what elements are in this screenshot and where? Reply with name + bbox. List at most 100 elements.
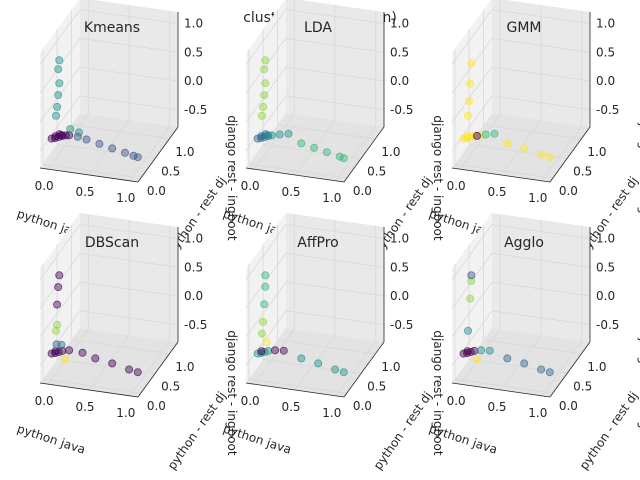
z-tick-label: 0.5 <box>184 260 203 274</box>
data-point <box>257 329 266 338</box>
y-tick-label: 0.5 <box>161 164 180 178</box>
data-point <box>55 56 64 65</box>
data-point <box>470 346 479 355</box>
gridline-z <box>39 37 179 94</box>
x-tick-label: 0.5 <box>487 185 506 199</box>
data-point <box>261 271 270 280</box>
gridlines <box>451 0 591 182</box>
x-tick-label: 1.0 <box>528 406 547 420</box>
scatter-points <box>47 56 142 162</box>
data-point <box>339 154 348 163</box>
gridline-y <box>56 244 156 374</box>
x-axis-line <box>39 382 139 398</box>
pane-left <box>246 0 286 168</box>
data-point <box>260 300 269 309</box>
x-tick-label: 0.0 <box>35 394 54 408</box>
gridline-z <box>245 281 385 338</box>
gridline-z <box>451 310 591 367</box>
gridline-x <box>500 5 542 176</box>
x-axis-line <box>245 167 345 183</box>
x-tick-label: 1.0 <box>116 191 135 205</box>
data-point <box>133 368 142 377</box>
data-point <box>129 151 138 160</box>
data-point <box>310 143 319 152</box>
data-point <box>57 340 66 349</box>
data-point <box>52 326 61 335</box>
gridline-z <box>451 252 591 309</box>
z-axis-label: django rest - ingboot <box>637 330 640 456</box>
z-tick-label: 0.0 <box>596 289 615 303</box>
data-point <box>297 354 306 363</box>
z-tick-label: 0.0 <box>184 74 203 88</box>
scatter-points <box>459 59 554 162</box>
data-point <box>481 130 490 139</box>
y-tick-label: 0.5 <box>367 379 386 393</box>
scatter-points <box>253 271 348 377</box>
gridlines <box>39 214 179 397</box>
y-tick-label: 0.5 <box>573 379 592 393</box>
data-point <box>520 144 529 153</box>
y-tick-label: 0.5 <box>367 164 386 178</box>
z-tick-label: 0.0 <box>390 289 409 303</box>
data-point <box>91 354 100 363</box>
gridline-z <box>451 9 591 65</box>
y-axis-line <box>549 126 591 183</box>
gridline-y <box>42 264 141 394</box>
gridline-y <box>276 9 376 140</box>
data-point <box>545 368 554 377</box>
gridline-x <box>335 10 377 182</box>
data-point <box>260 65 269 74</box>
gridline-y <box>262 244 362 374</box>
gridline-x <box>129 225 171 397</box>
y-tick-label: 0.0 <box>147 399 166 413</box>
pane-left <box>40 0 80 168</box>
y-tick-label: 1.0 <box>175 145 194 159</box>
gridline-y <box>248 49 347 179</box>
axis-lines <box>245 227 385 398</box>
y-axis-line <box>343 126 385 183</box>
gridlines <box>39 0 179 182</box>
y-tick-label: 0.0 <box>353 184 372 198</box>
gridline-y <box>71 224 170 355</box>
data-point <box>53 102 62 111</box>
data-point <box>53 300 62 309</box>
data-point <box>322 148 331 157</box>
gridline-x <box>541 10 583 182</box>
gridline-z <box>245 224 385 280</box>
data-point <box>260 91 269 100</box>
data-point <box>503 139 512 148</box>
subplot-dbscan: 0.0 0.5 1.0 0.0 0.5 1.0 -0.5 0.0 0.5 1.0 python ja… <box>15 213 239 472</box>
axis-lines <box>39 12 179 183</box>
gridline-x <box>294 220 336 391</box>
z-tick-label: 0.5 <box>390 260 409 274</box>
z-tick-label: 0.5 <box>390 45 409 59</box>
z-tick-label: 0.0 <box>596 74 615 88</box>
data-point <box>275 130 284 139</box>
axis-lines <box>39 227 179 398</box>
subplot-title: GMM <box>506 20 541 36</box>
data-point <box>261 79 270 88</box>
x-tick-label: 0.5 <box>281 400 300 414</box>
x-axis-line <box>39 167 139 183</box>
gridline-y <box>56 29 156 159</box>
gridline-z <box>245 95 385 152</box>
y-tick-label: 1.0 <box>381 145 400 159</box>
z-tick-label: 1.0 <box>184 17 203 31</box>
gridline-x <box>253 0 295 170</box>
data-point <box>467 59 476 68</box>
data-point <box>261 282 270 291</box>
data-point <box>297 139 306 148</box>
gridline-z <box>39 224 179 280</box>
gridline-y <box>468 244 568 374</box>
x-axis-line <box>245 382 345 398</box>
axis-lines <box>245 12 385 183</box>
y-tick-label: 0.5 <box>161 379 180 393</box>
data-point <box>133 153 142 162</box>
data-point <box>284 129 293 138</box>
data-point <box>485 346 494 355</box>
data-point <box>271 346 280 355</box>
gridline-y <box>262 29 362 159</box>
